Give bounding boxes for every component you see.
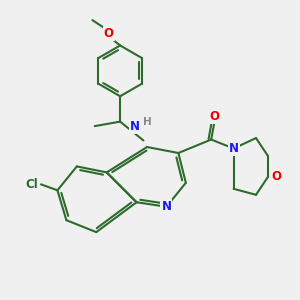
Text: N: N: [130, 120, 140, 134]
Text: O: O: [271, 170, 281, 183]
Text: N: N: [161, 200, 171, 213]
Text: H: H: [142, 117, 152, 128]
Text: N: N: [229, 142, 238, 155]
Text: O: O: [209, 110, 219, 123]
Text: O: O: [104, 27, 114, 40]
Text: Cl: Cl: [26, 178, 38, 191]
